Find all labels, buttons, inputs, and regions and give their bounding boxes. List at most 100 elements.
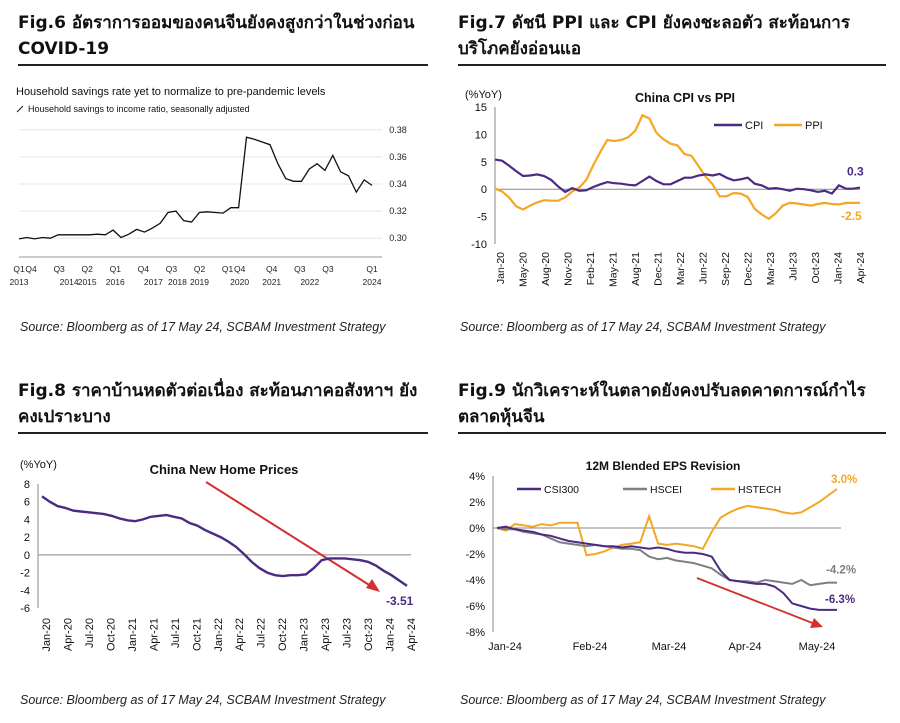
fig8-trend-arrow	[205, 481, 375, 589]
fig6-year-label: 2016	[106, 277, 125, 287]
fig9-y-axis: 4% 2% 0% -2% -4% -6% -8%	[465, 471, 494, 639]
fig7-y-tick-label: 5	[481, 157, 487, 169]
fig7-y-tick-label: -5	[477, 212, 487, 224]
fig8-y-tick-label: 2	[24, 532, 30, 544]
fig7-x-tick-label: Jan-20	[495, 252, 507, 284]
fig9-end-labels: 3.0% -4.2% -6.3%	[825, 474, 857, 606]
fig6-quarter-label: Q4	[25, 264, 37, 274]
fig7-x-tick-label: Aug-20	[540, 252, 552, 286]
fig8-y-tick-label: 6	[24, 497, 30, 509]
fig6-year-label: 2017	[144, 277, 163, 287]
fig7-ppi-line	[494, 113, 860, 221]
fig9-trend-arrow	[696, 577, 816, 625]
fig6-year-label: 2020	[230, 277, 249, 287]
fig9-y-tick-label: 2%	[469, 497, 485, 509]
fig8-source: Source: Bloomberg as of 17 May 24, SCBAM…	[20, 693, 386, 707]
fig7-x-tick-label: May-21	[608, 252, 620, 287]
fig7-title: Fig.7 ดัชนี PPI และ CPI ยังคงชะลอตัว สะท…	[458, 13, 850, 59]
fig9-source: Source: Bloomberg as of 17 May 24, SCBAM…	[460, 693, 826, 707]
fig9-y-tick-label: -8%	[465, 627, 485, 639]
fig9-hstech-line	[496, 488, 838, 557]
fig8-y-tick-label: -6	[20, 603, 30, 615]
fig7-x-tick-label: Jun-22	[698, 252, 710, 284]
fig9-chart: 12M Blended EPS Revision CSI300 HSCEI HSTE…	[465, 459, 857, 653]
fig7-end-labels: 0.3 -2.5	[841, 165, 864, 223]
fig8-x-tick-label: Jan-21	[127, 618, 139, 652]
fig6-quarter-label: Q3	[322, 264, 334, 274]
fig8-x-tick-label: Jul-23	[342, 618, 354, 648]
fig7-x-tick-label: Jul-23	[788, 252, 800, 281]
fig8-x-tick-label: Jan-24	[385, 618, 397, 652]
fig6-y-tick-label: 0.34	[389, 179, 407, 189]
fig9-hscei-line	[496, 527, 837, 587]
fig6-quarter-label: Q4	[138, 264, 150, 274]
fig9-y-tick-label: -2%	[465, 549, 485, 561]
fig8-home-prices-line	[41, 495, 408, 587]
fig8-end-label: -3.51	[386, 594, 414, 608]
fig6-quarter-label: Q2	[194, 264, 206, 274]
fig7-legend: CPI PPI	[714, 120, 823, 132]
fig6-year-label: 2013	[10, 277, 29, 287]
fig7-x-tick-label: Feb-21	[585, 252, 597, 285]
fig8-y-tick-label: 8	[24, 479, 30, 491]
fig9-hstech-end-label: 3.0%	[831, 474, 857, 486]
fig8-x-tick-label: Apr-21	[148, 618, 160, 651]
fig7-legend-label: PPI	[805, 120, 823, 132]
fig7-title-rule	[458, 64, 886, 66]
fig6-year-label: 2024	[363, 277, 382, 287]
fig7-legend-label: CPI	[745, 120, 763, 132]
fig6-year-label: 2018	[168, 277, 187, 287]
fig8-x-tick-label: Jan-23	[299, 618, 311, 652]
fig6-chart-subtitle: Household savings to income ratio, seaso…	[28, 104, 250, 114]
fig7-x-tick-label: Apr-24	[855, 252, 867, 284]
fig9-chart-title: 12M Blended EPS Revision	[586, 459, 741, 473]
fig9-series	[496, 488, 838, 611]
fig8-x-tick-label: Jul-22	[256, 618, 268, 648]
fig8-y-tick-label: 0	[24, 550, 30, 562]
fig9-x-tick-label: Feb-24	[573, 641, 608, 653]
fig6-quarter-label: Q1	[13, 264, 25, 274]
fig7-y-tick-label: 10	[475, 129, 487, 141]
fig9-y-tick-label: 0%	[469, 523, 485, 535]
fig6-year-label: 2022	[300, 277, 319, 287]
fig7-cpi-end-label: 0.3	[847, 165, 864, 179]
fig7-x-tick-label: Sep-22	[720, 252, 732, 286]
fig7-x-tick-label: Aug-21	[630, 252, 642, 286]
fig9-hscei-end-label: -4.2%	[826, 565, 856, 577]
fig8-title-rule	[18, 432, 428, 434]
fig6-title-rule	[18, 64, 428, 66]
fig7-y-axis: 15 10 5 0 -5 -10	[471, 102, 496, 251]
fig9-legend-label: HSTECH	[738, 484, 781, 496]
fig8-x-tick-label: Jul-21	[170, 618, 182, 648]
fig8-y-tick-label: -2	[20, 568, 30, 580]
fig7-y-tick-label: 15	[475, 102, 487, 114]
fig9-csi300-line	[496, 525, 837, 611]
fig7-x-tick-label: Jan-24	[833, 252, 845, 284]
fig9-trend-arrowhead	[810, 618, 823, 628]
fig8-y-tick-label: 4	[24, 514, 30, 526]
fig9-legend-label: CSI300	[544, 484, 579, 496]
fig7-ylabel: (%YoY)	[465, 89, 502, 101]
fig8-x-tick-label: Oct-20	[105, 618, 117, 651]
fig7-y-tick-label: 0	[481, 184, 487, 196]
fig8-x-tick-label: Jan-20	[41, 618, 53, 652]
fig8-x-tick-label: Apr-23	[320, 618, 332, 651]
fig7-x-tick-label: Mar-22	[675, 252, 687, 285]
fig6-title: Fig.6 อัตราการออมของคนจีนยังคงสูงกว่าในช…	[18, 13, 415, 59]
fig9-title-rule	[458, 432, 886, 434]
fig6-quarter-label: Q3	[294, 264, 306, 274]
fig6-quarter-label: Q1	[366, 264, 378, 274]
fig8-x-tick-label: Apr-22	[234, 618, 246, 651]
fig9-legend-label: HSCEI	[650, 484, 682, 496]
fig9-x-tick-label: Jan-24	[488, 641, 522, 653]
fig6-quarter-label: Q1	[110, 264, 122, 274]
fig8-chart-title: China New Home Prices	[150, 462, 299, 477]
fig7-x-tick-label: Dec-22	[743, 252, 755, 286]
fig8-chart: (%YoY) China New Home Prices 8 6 4 2 0 -2 -4 -6…	[20, 459, 418, 652]
fig7-ppi-end-label: -2.5	[841, 209, 862, 223]
fig6-chart: Household savings rate yet to normalize …	[10, 86, 407, 287]
fig6-y-tick-label: 0.36	[389, 152, 407, 162]
fig7-x-tick-label: Oct-23	[810, 252, 822, 284]
fig9-x-axis: Jan-24 Feb-24 Mar-24 Apr-24 May-24	[488, 527, 841, 653]
